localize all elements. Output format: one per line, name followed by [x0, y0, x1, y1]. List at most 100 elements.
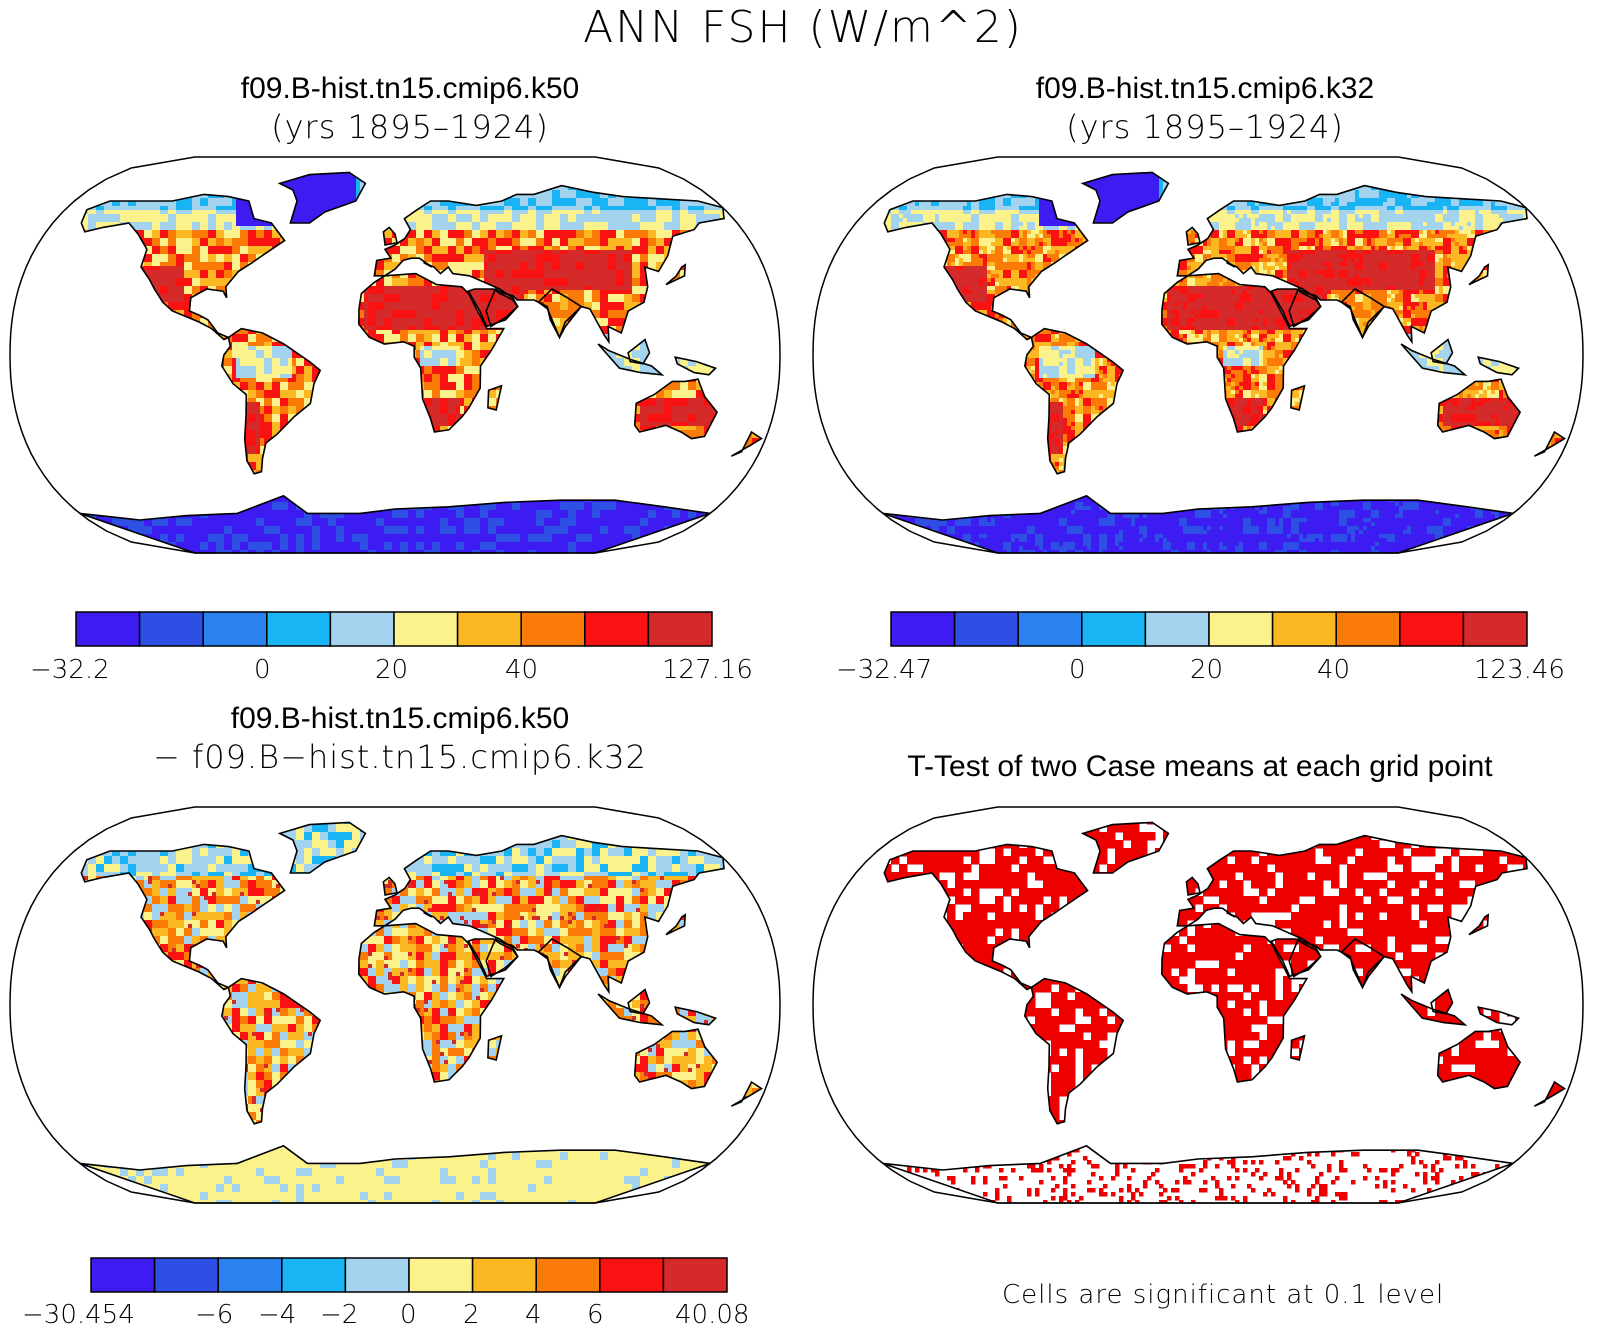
map-cell	[148, 266, 153, 271]
map-cell	[116, 334, 121, 339]
map-cell	[48, 426, 53, 431]
map-cell	[88, 438, 93, 443]
map-cell	[32, 298, 37, 303]
map-cell	[64, 310, 69, 315]
map-cell	[100, 414, 105, 419]
map-cell	[4, 222, 9, 227]
map-cell	[184, 518, 189, 523]
map-cell	[132, 430, 137, 435]
map-cell	[16, 378, 21, 383]
map-cell	[152, 150, 157, 155]
map-cell	[72, 286, 77, 291]
map-cell	[0, 442, 5, 447]
map-cell	[20, 566, 25, 570]
map-cell	[40, 150, 45, 155]
map-cell	[12, 154, 17, 159]
map-cell	[32, 498, 37, 503]
map-cell	[28, 214, 33, 219]
map-cell	[156, 378, 161, 383]
map-cell	[148, 502, 153, 507]
map-cell	[44, 290, 49, 295]
map-cell	[76, 558, 81, 563]
map-cell	[140, 410, 145, 415]
map-cell	[20, 154, 25, 159]
map-cell	[20, 366, 25, 371]
map-cell	[164, 174, 169, 179]
map-cell	[72, 526, 77, 531]
map-cell	[188, 350, 193, 355]
map-cell	[140, 334, 145, 339]
map-cell	[52, 378, 57, 383]
map-cell	[0, 214, 5, 219]
map-cell	[148, 522, 153, 527]
map-cell	[52, 542, 57, 547]
map-cell	[0, 390, 5, 395]
map-cell	[44, 238, 49, 243]
map-cell	[104, 302, 109, 307]
map-cell	[12, 534, 17, 539]
map-cell	[136, 562, 141, 567]
map-cell	[152, 298, 157, 303]
map-cell	[84, 330, 89, 335]
map-cell	[112, 346, 117, 351]
map-cell	[20, 246, 25, 251]
map-cell	[176, 294, 181, 299]
map-cell	[184, 374, 189, 379]
map-cell	[76, 346, 81, 351]
map-cell	[172, 398, 177, 403]
map-cell	[136, 214, 141, 219]
map-cell	[52, 566, 57, 570]
map-cell	[164, 298, 169, 303]
map-cell	[128, 366, 133, 371]
map-cell	[36, 414, 41, 419]
map-cell	[80, 558, 85, 563]
map-cell	[4, 506, 9, 511]
map-cell	[112, 362, 117, 367]
map-cell	[140, 346, 145, 351]
map-cell	[184, 450, 189, 455]
map-cell	[84, 358, 89, 363]
map-cell	[16, 190, 21, 195]
map-cell	[68, 278, 73, 283]
map-cell	[136, 386, 141, 391]
map-cell	[92, 442, 97, 447]
main-title: ANN FSH (W/m^2)	[0, 2, 1606, 53]
map-cell	[160, 398, 165, 403]
map-cell	[172, 346, 177, 351]
map-cell	[184, 534, 189, 539]
map-cell	[52, 186, 57, 191]
map-cell	[112, 282, 117, 287]
map-cell	[164, 314, 169, 319]
map-cell	[44, 310, 49, 315]
map-cell	[68, 342, 73, 347]
map-cell	[84, 162, 89, 167]
map-cell	[164, 422, 169, 427]
map-cell	[160, 562, 165, 567]
map-cell	[76, 258, 81, 263]
map-cell	[84, 498, 89, 503]
map-cell	[36, 338, 41, 343]
map-cell	[140, 194, 145, 199]
map-cell	[84, 558, 89, 563]
map-cell	[128, 202, 133, 207]
map-cell	[84, 310, 89, 315]
map-cell	[80, 150, 85, 155]
map-cell	[156, 494, 161, 499]
map-cell	[0, 462, 5, 467]
map-cell	[152, 454, 157, 459]
map-cell	[4, 454, 9, 459]
map-cell	[92, 426, 97, 431]
map-cell	[8, 310, 13, 315]
map-cell	[48, 490, 53, 495]
map-cell	[24, 238, 29, 243]
map-cell	[124, 566, 129, 570]
map-cell	[156, 350, 161, 355]
map-cell	[20, 374, 25, 379]
map-cell	[140, 250, 145, 255]
map-cell	[132, 506, 137, 511]
map-cell	[4, 474, 9, 479]
map-cell	[172, 290, 177, 295]
map-cell	[24, 414, 29, 419]
map-cell	[180, 386, 185, 391]
map-cell	[164, 354, 169, 359]
